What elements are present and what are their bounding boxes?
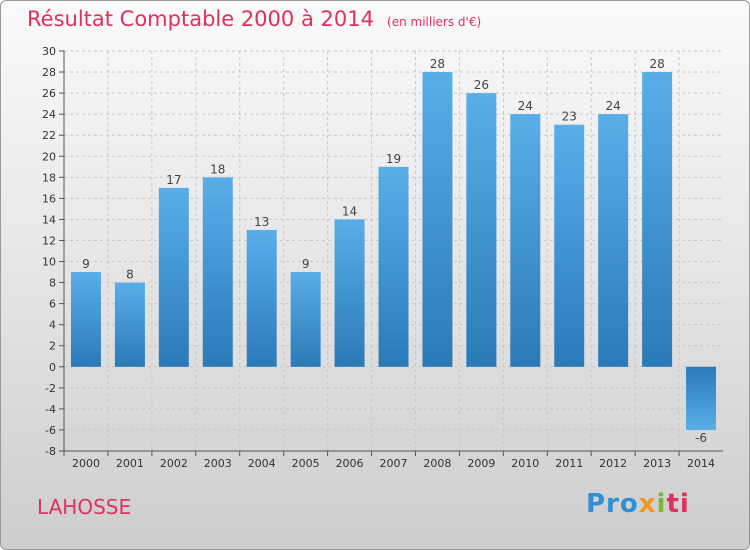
data-label: 23	[562, 110, 577, 124]
logo-part: x	[638, 489, 657, 519]
x-tick-label: 2012	[599, 457, 627, 470]
data-label: 9	[302, 257, 310, 271]
data-label: 28	[430, 57, 445, 71]
data-label: 19	[386, 152, 401, 166]
x-tick-label: 2009	[467, 457, 495, 470]
bar	[466, 93, 497, 367]
bar	[510, 114, 541, 367]
bar	[70, 272, 101, 367]
chart-title-block: Résultat Comptable 2000 à 2014 (en milli…	[27, 7, 481, 31]
proxiti-logo: Proxiti	[586, 489, 690, 519]
bar	[246, 229, 277, 367]
bar	[686, 366, 717, 430]
x-tick-label: 2010	[511, 457, 539, 470]
x-tick-label: 2006	[336, 457, 364, 470]
bar	[158, 187, 189, 367]
x-tick-label: 2004	[248, 457, 276, 470]
y-tick-label: 0	[49, 361, 56, 374]
y-tick-label: 10	[42, 256, 56, 269]
bar	[554, 124, 585, 367]
data-label: 24	[606, 99, 621, 113]
data-label: 18	[210, 162, 225, 176]
chart-title: Résultat Comptable 2000 à 2014	[27, 7, 374, 31]
data-label: 17	[166, 173, 181, 187]
chart-subtitle: (en milliers d'€)	[387, 15, 482, 29]
y-tick-label: -2	[45, 382, 56, 395]
bar	[334, 219, 365, 367]
x-tick-label: 2014	[687, 457, 715, 470]
y-tick-label: 20	[42, 150, 56, 163]
bar	[642, 72, 673, 367]
y-tick-label: 4	[49, 319, 56, 332]
data-label: 13	[254, 215, 269, 229]
logo-part: ti	[666, 489, 690, 519]
x-tick-label: 2005	[292, 457, 320, 470]
logo-part: Pro	[586, 489, 639, 519]
y-tick-label: 12	[42, 234, 56, 247]
y-tick-label: -6	[45, 424, 56, 437]
y-tick-label: 24	[42, 108, 56, 121]
y-tick-label: 6	[49, 298, 56, 311]
y-tick-label: 28	[42, 66, 56, 79]
data-label: 9	[82, 257, 90, 271]
bar	[202, 177, 233, 367]
y-tick-label: -8	[45, 445, 56, 458]
data-label: 14	[342, 204, 357, 218]
y-tick-label: 18	[42, 171, 56, 184]
data-label: 24	[518, 99, 533, 113]
y-tick-label: 14	[42, 213, 56, 226]
commune-name: LAHOSSE	[37, 495, 132, 519]
y-tick-label: 16	[42, 192, 56, 205]
x-tick-label: 2013	[643, 457, 671, 470]
bar	[114, 282, 145, 367]
x-tick-label: 2003	[204, 457, 232, 470]
y-tick-label: 26	[42, 87, 56, 100]
bar	[290, 272, 321, 367]
data-label: 26	[474, 78, 489, 92]
data-label: 8	[126, 268, 134, 282]
x-tick-label: 2011	[555, 457, 583, 470]
bar	[422, 72, 453, 367]
y-tick-label: 22	[42, 129, 56, 142]
data-label: -6	[695, 431, 707, 445]
y-tick-label: 2	[49, 340, 56, 353]
logo-part: i	[656, 489, 667, 519]
x-tick-label: 2001	[116, 457, 144, 470]
bar	[598, 114, 629, 367]
y-tick-label: -4	[45, 403, 56, 416]
y-tick-label: 8	[49, 277, 56, 290]
x-tick-label: 2008	[423, 457, 451, 470]
data-label: 28	[649, 57, 664, 71]
x-tick-label: 2007	[380, 457, 408, 470]
x-tick-label: 2002	[160, 457, 188, 470]
y-tick-label: 30	[42, 45, 56, 58]
x-tick-label: 2000	[72, 457, 100, 470]
bar	[378, 166, 409, 367]
